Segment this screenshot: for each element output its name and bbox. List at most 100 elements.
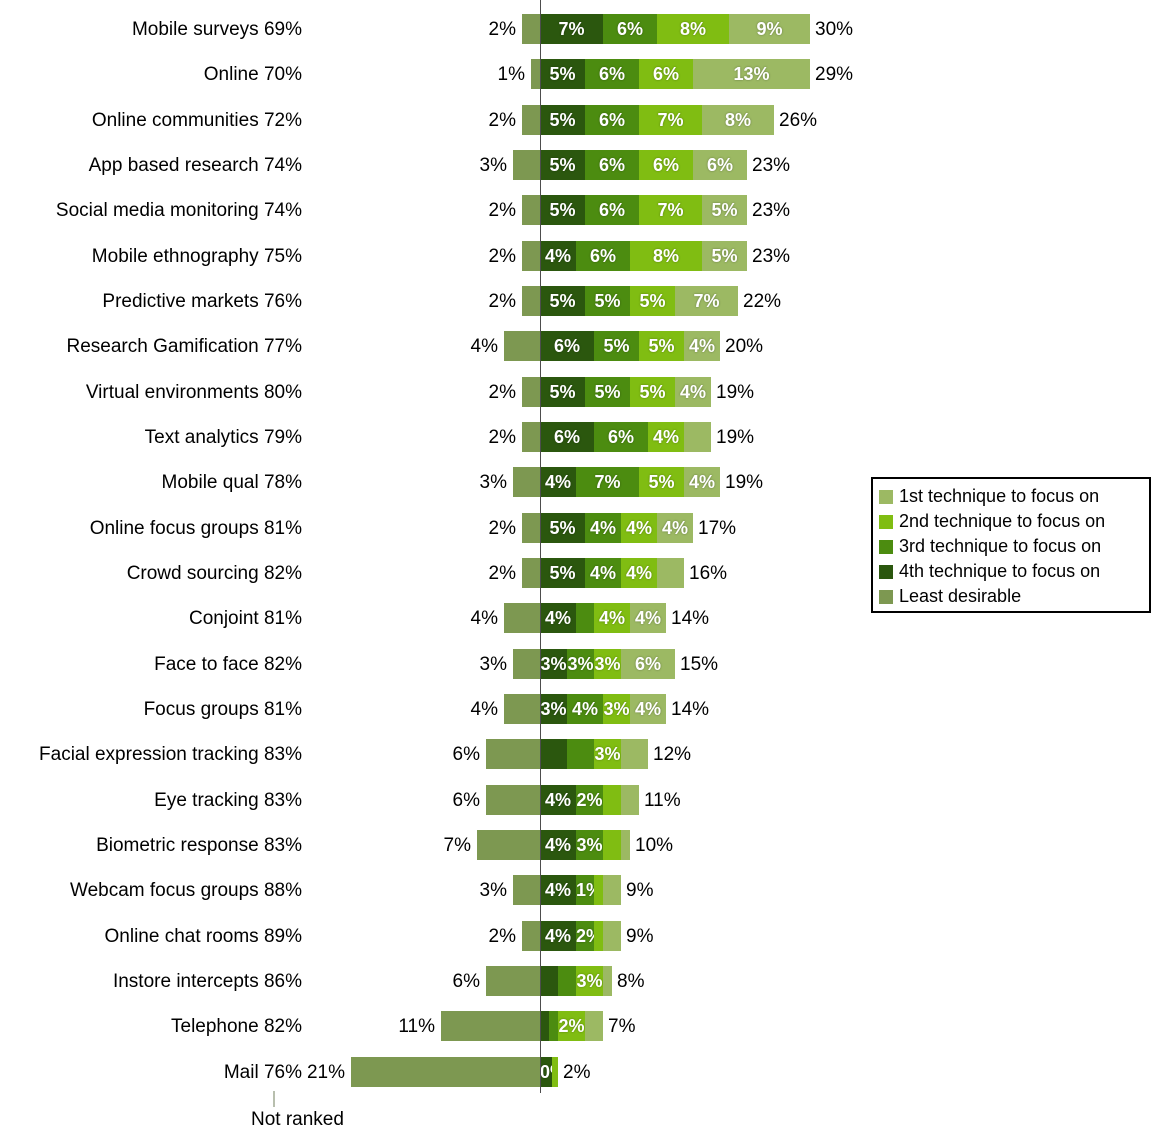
segment-second-technique-bar: 3% xyxy=(603,693,630,724)
segment-second-technique-bar: 4% xyxy=(648,421,684,452)
chart-row: Mobile surveys 69% 2% 7% 6% 8% 9% 30% xyxy=(0,14,1154,44)
least-desirable-value-label: 3% xyxy=(479,154,507,176)
segment-second-technique-bar: 5% xyxy=(639,331,684,362)
category-label: Online 70% xyxy=(203,64,302,86)
legend-item: Least desirable xyxy=(879,584,1149,609)
legend-item: 4th technique to focus on xyxy=(879,559,1149,584)
segment-fourth-technique-bar: 5% xyxy=(540,149,585,180)
total-value-label: 11% xyxy=(644,789,681,811)
least-desirable-bar xyxy=(522,376,540,407)
least-desirable-value-label: 3% xyxy=(479,472,507,494)
total-value-label: 23% xyxy=(752,245,791,267)
least-desirable-value-label: 2% xyxy=(488,109,516,131)
zero-axis-line xyxy=(540,0,541,1093)
total-value-label: 19% xyxy=(716,381,755,403)
legend-swatch-icon xyxy=(879,589,893,604)
least-desirable-bar xyxy=(513,648,540,679)
least-desirable-value-label: 2% xyxy=(488,517,516,539)
segment-fourth-technique-bar: 5% xyxy=(540,195,585,226)
legend-swatch-icon xyxy=(879,489,893,504)
category-label: Instore intercepts 86% xyxy=(112,970,302,992)
total-value-label: 22% xyxy=(743,290,782,312)
segment-fourth-technique-bar: 7% xyxy=(540,14,603,44)
segment-second-technique-bar: 5% xyxy=(630,376,675,407)
chart-row: Eye tracking 83% 6% 4% 2% 11% xyxy=(0,784,1154,815)
category-label: Predictive markets 76% xyxy=(102,290,302,312)
segment-third-technique-bar: 6% xyxy=(594,421,648,452)
least-desirable-value-label: 1% xyxy=(497,64,525,86)
chart-row: Biometric response 83% 7% 4% 3% 10% xyxy=(0,829,1154,860)
segment-fourth-technique-bar: 0% xyxy=(540,1056,552,1087)
least-desirable-value-label: 11% xyxy=(398,1016,435,1038)
legend-swatch-icon xyxy=(879,514,893,529)
segment-second-technique-bar xyxy=(551,1056,558,1087)
segment-fourth-technique-bar xyxy=(540,739,567,770)
category-label: Online communities 72% xyxy=(91,109,302,131)
legend-label: 1st technique to focus on xyxy=(899,486,1100,506)
segment-third-technique-bar: 4% xyxy=(567,693,603,724)
segment-third-technique-bar: 5% xyxy=(585,285,630,316)
least-desirable-bar xyxy=(513,467,540,498)
segment-first-technique-bar xyxy=(621,784,639,815)
segment-fourth-technique-bar: 4% xyxy=(540,240,576,271)
category-label: Webcam focus groups 88% xyxy=(70,880,302,902)
least-desirable-value-label: 2% xyxy=(488,381,516,403)
segment-first-technique-bar: 9% xyxy=(729,14,810,44)
least-desirable-bar xyxy=(522,512,540,543)
chart-row: App based research 74% 3% 5% 6% 6% 6% 23% xyxy=(0,149,1154,180)
least-desirable-bar xyxy=(504,603,540,634)
segment-fourth-technique-bar: 4% xyxy=(540,467,576,498)
legend-item: 2nd technique to focus on xyxy=(879,509,1149,534)
segment-first-technique-bar: 6% xyxy=(693,149,747,180)
segment-fourth-technique-bar: 5% xyxy=(540,59,585,90)
segment-first-technique-bar xyxy=(585,1011,603,1042)
segment-third-technique-bar: 7% xyxy=(576,467,639,498)
segment-first-technique-bar xyxy=(621,829,630,860)
chart-row: Webcam focus groups 88% 3% 4%1% 9% xyxy=(0,875,1154,906)
least-desirable-bar xyxy=(531,59,540,90)
least-desirable-bar xyxy=(486,739,540,770)
segment-first-technique-bar xyxy=(621,739,648,770)
category-label: Focus groups 81% xyxy=(143,698,302,720)
segment-fourth-technique-bar xyxy=(540,965,558,996)
category-label: Text analytics 79% xyxy=(144,426,302,448)
total-value-label: 8% xyxy=(617,970,645,992)
least-desirable-bar xyxy=(486,784,540,815)
segment-first-technique-bar xyxy=(684,421,711,452)
least-desirable-bar xyxy=(522,104,540,135)
least-desirable-value-label: 7% xyxy=(443,834,471,856)
segment-first-technique-bar: 4% xyxy=(684,467,720,498)
segment-second-technique-bar: 3% xyxy=(576,965,603,996)
segment-third-technique-bar: 6% xyxy=(603,14,657,44)
total-value-label: 23% xyxy=(752,200,791,222)
least-desirable-value-label: 4% xyxy=(470,698,498,720)
segment-first-technique-bar: 8% xyxy=(702,104,774,135)
chart-row: Mail 76%21% 0% 2% xyxy=(0,1056,1154,1087)
least-desirable-value-label: 2% xyxy=(488,925,516,947)
category-label: Online chat rooms 89% xyxy=(104,925,303,947)
segment-second-technique-bar: 2% xyxy=(558,1011,585,1042)
segment-first-technique-bar: 13% xyxy=(693,59,810,90)
segment-fourth-technique-bar: 3% xyxy=(540,693,567,724)
legend-label: Least desirable xyxy=(899,586,1022,606)
segment-second-technique-bar: 7% xyxy=(639,195,702,226)
not-ranked-axis-label: Not ranked xyxy=(251,1108,344,1130)
segment-first-technique-bar: 4% xyxy=(630,603,666,634)
least-desirable-value-label: 2% xyxy=(488,245,516,267)
category-label: Mobile surveys 69% xyxy=(131,19,302,40)
chart-row: Telephone 82% 11% 2% 7% xyxy=(0,1011,1154,1042)
segment-third-technique-bar: 4% xyxy=(585,557,621,588)
least-desirable-value-label: 2% xyxy=(488,562,516,584)
not-ranked-axis-tick xyxy=(273,1090,275,1107)
least-desirable-bar xyxy=(522,421,540,452)
segment-fourth-technique-bar: 5% xyxy=(540,104,585,135)
total-value-label: 9% xyxy=(626,880,654,902)
segment-first-technique-bar: 5% xyxy=(702,195,747,226)
segment-fourth-technique-bar: 5% xyxy=(540,512,585,543)
segment-third-technique-bar: 6% xyxy=(585,195,639,226)
total-value-label: 30% xyxy=(815,19,854,40)
category-label: Mobile qual 78% xyxy=(161,472,302,494)
segment-third-technique-bar: 2% xyxy=(576,920,594,951)
category-label: App based research 74% xyxy=(88,154,302,176)
total-value-label: 7% xyxy=(608,1016,636,1038)
